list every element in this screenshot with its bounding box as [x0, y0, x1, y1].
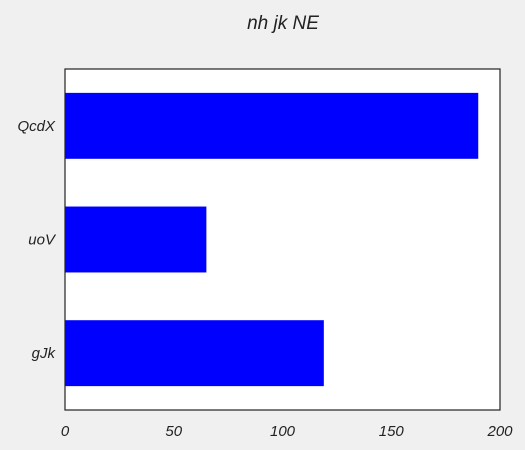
x-tick-label-150: 150 [379, 423, 405, 440]
y-tick-label-uoV: uoV [28, 232, 57, 249]
bar-uoV [65, 206, 207, 273]
y-tick-label-gJk: gJk [32, 345, 57, 362]
y-axis-tick-labels: QcdX uoV gJk [17, 118, 56, 362]
x-tick-label-50: 50 [165, 423, 182, 440]
plot-frame [64, 68, 501, 411]
y-tick-label-QcdX: QcdX [17, 118, 56, 135]
bar-QcdX [65, 92, 479, 159]
bar-gJk [65, 320, 324, 387]
bars [65, 92, 479, 387]
chart-title: nh jk NE [247, 13, 319, 34]
x-tick-label-200: 200 [486, 423, 513, 440]
x-axis-tick-labels: 0 50 100 150 200 [61, 423, 513, 440]
x-tick-label-0: 0 [61, 423, 70, 440]
x-tick-label-100: 100 [270, 423, 296, 440]
